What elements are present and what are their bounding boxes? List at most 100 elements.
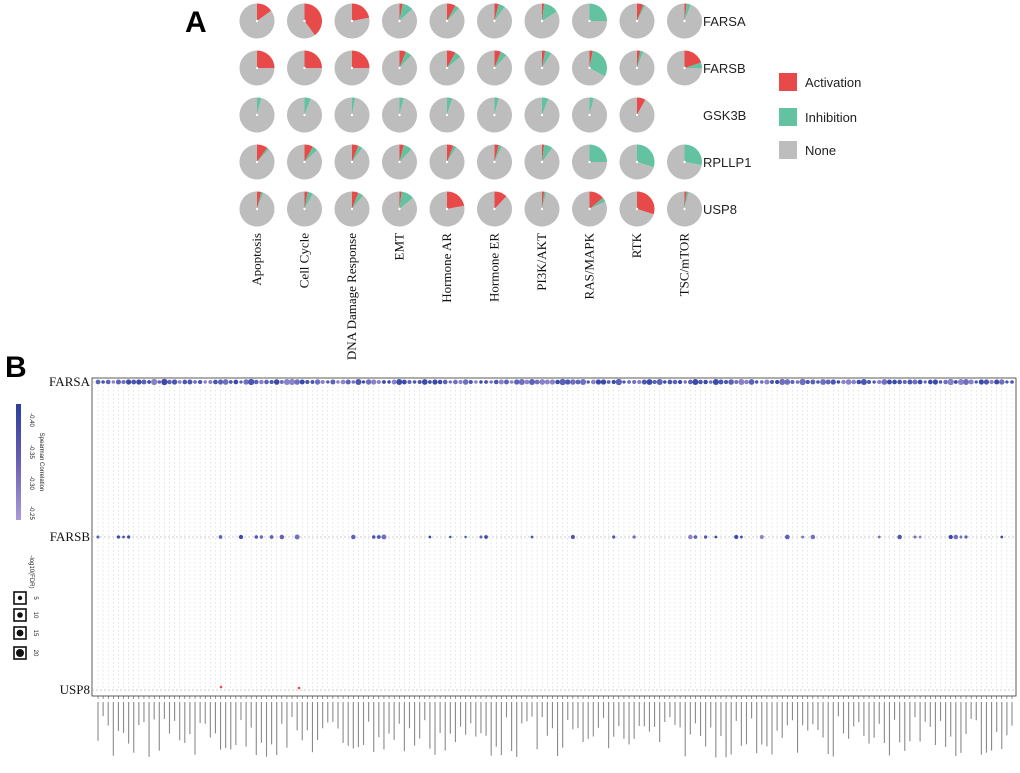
slice-activation	[494, 50, 501, 68]
pie-FARSB-Apoptosis	[239, 50, 275, 86]
fdr-size-legend: -log10(FDR) 5 10 15 20	[13, 555, 38, 660]
pie-GSK3B-Hormone ER	[477, 97, 512, 133]
pie-center-dot	[445, 66, 449, 70]
slice-inhibition	[352, 192, 364, 209]
dot-farsa	[355, 378, 362, 386]
slice-activation	[542, 3, 545, 21]
dot-farsa	[672, 379, 678, 385]
dot-farsa	[273, 379, 280, 385]
dot-farsb	[734, 534, 739, 540]
dot-farsb	[784, 534, 790, 540]
dot-farsa	[784, 379, 791, 385]
dot-farsa	[222, 379, 229, 385]
dot-farsa	[836, 380, 841, 384]
dot-farsa	[953, 380, 958, 384]
dot-farsa	[816, 380, 820, 384]
dot-farsa	[111, 380, 116, 384]
pie-FARSA-Cell Cycle	[287, 3, 323, 39]
dot-farsa	[764, 379, 770, 385]
dot-farsa	[570, 379, 576, 385]
dot-farsa	[407, 379, 412, 385]
pie-center-dot	[588, 207, 591, 211]
slice-activation	[494, 144, 499, 162]
dot-farsa	[437, 379, 443, 385]
dot-farsa	[963, 379, 970, 385]
pie-FARSB-Cell Cycle	[287, 50, 322, 86]
pie-center-dot	[540, 66, 544, 70]
dot-farsa	[468, 379, 473, 385]
dot-farsb	[918, 535, 922, 539]
pie-RPLLP1-TSC/mTOR	[667, 144, 702, 180]
pie-USP8-Hormone ER	[477, 191, 512, 227]
dot-farsa	[514, 379, 520, 385]
dot-farsa	[539, 379, 546, 385]
dot-farsa	[912, 379, 918, 385]
dot-farsa	[484, 380, 488, 384]
dot-farsb	[381, 534, 387, 540]
pie-center-dot	[303, 66, 306, 70]
dot-farsa	[326, 380, 330, 384]
slice-inhibition	[542, 50, 552, 68]
slice-activation	[447, 3, 456, 21]
dot-farsa	[938, 380, 943, 384]
size-legend-tick: 5	[32, 596, 38, 600]
dot-farsa	[897, 379, 903, 385]
dot-farsa	[187, 379, 193, 385]
dot-farsa	[974, 380, 978, 384]
pie-FARSA-PI3K/AKT	[524, 3, 560, 39]
slice-inhibition	[352, 145, 363, 162]
dot-farsa	[845, 379, 852, 385]
pie-FARSB-DNA Damage Response	[334, 50, 370, 86]
slice-activation	[589, 191, 603, 209]
slice-activation	[257, 191, 262, 209]
pie-FARSA-EMT	[382, 3, 417, 39]
pie-center-dot	[398, 19, 401, 23]
dot-farsa	[692, 378, 699, 386]
pie-GSK3B-DNA Damage Response	[334, 97, 370, 133]
pie-column-label: RTK	[629, 232, 644, 258]
slice-activation	[542, 50, 546, 68]
dot-farsa	[121, 379, 126, 385]
dot-farsb	[464, 535, 467, 539]
dot-farsa	[652, 379, 657, 385]
dot-farsa	[228, 380, 233, 384]
slice-activation	[542, 191, 545, 209]
dot-farsb	[739, 535, 743, 539]
slice-inhibition	[684, 62, 702, 68]
slice-inhibition	[684, 144, 702, 166]
dot-farsa	[759, 380, 764, 384]
dot-farsa	[442, 379, 448, 385]
dot-farsa	[264, 379, 269, 385]
dot-farsa	[927, 379, 933, 385]
size-legend-tick: 10	[32, 612, 38, 619]
dot-farsa	[524, 379, 530, 385]
pie-FARSA-RTK	[619, 3, 655, 39]
dot-farsa	[606, 380, 611, 384]
dot-farsa	[233, 379, 239, 385]
dot-farsa	[860, 378, 867, 386]
dot-farsa	[217, 379, 224, 385]
dot-farsa	[615, 378, 622, 386]
legend-label-activation: Activation	[805, 75, 861, 90]
pie-GSK3B-RAS/MAPK	[571, 97, 607, 133]
pie-center-dot	[398, 160, 401, 164]
size-legend-dot	[17, 612, 23, 618]
slice-activation	[352, 191, 359, 209]
dot-farsa	[182, 379, 188, 385]
dot-farsa	[646, 379, 653, 385]
panel-b-gridlines	[92, 381, 1016, 691]
slice-inhibition	[447, 52, 461, 68]
pie-FARSB-EMT	[382, 50, 417, 86]
dot-farsa	[683, 380, 687, 384]
dot-farsa	[283, 379, 290, 385]
pie-USP8-Hormone AR	[429, 191, 465, 227]
colorbar-tick: -0.30	[28, 476, 34, 490]
slice-activation	[304, 3, 323, 36]
slice-activation	[352, 144, 359, 162]
dot-farsa	[872, 380, 876, 384]
pie-center-dot	[540, 113, 544, 117]
slice-inhibition	[589, 50, 607, 77]
slice-activation	[684, 3, 687, 21]
pie-column-label: Apoptosis	[249, 233, 264, 286]
